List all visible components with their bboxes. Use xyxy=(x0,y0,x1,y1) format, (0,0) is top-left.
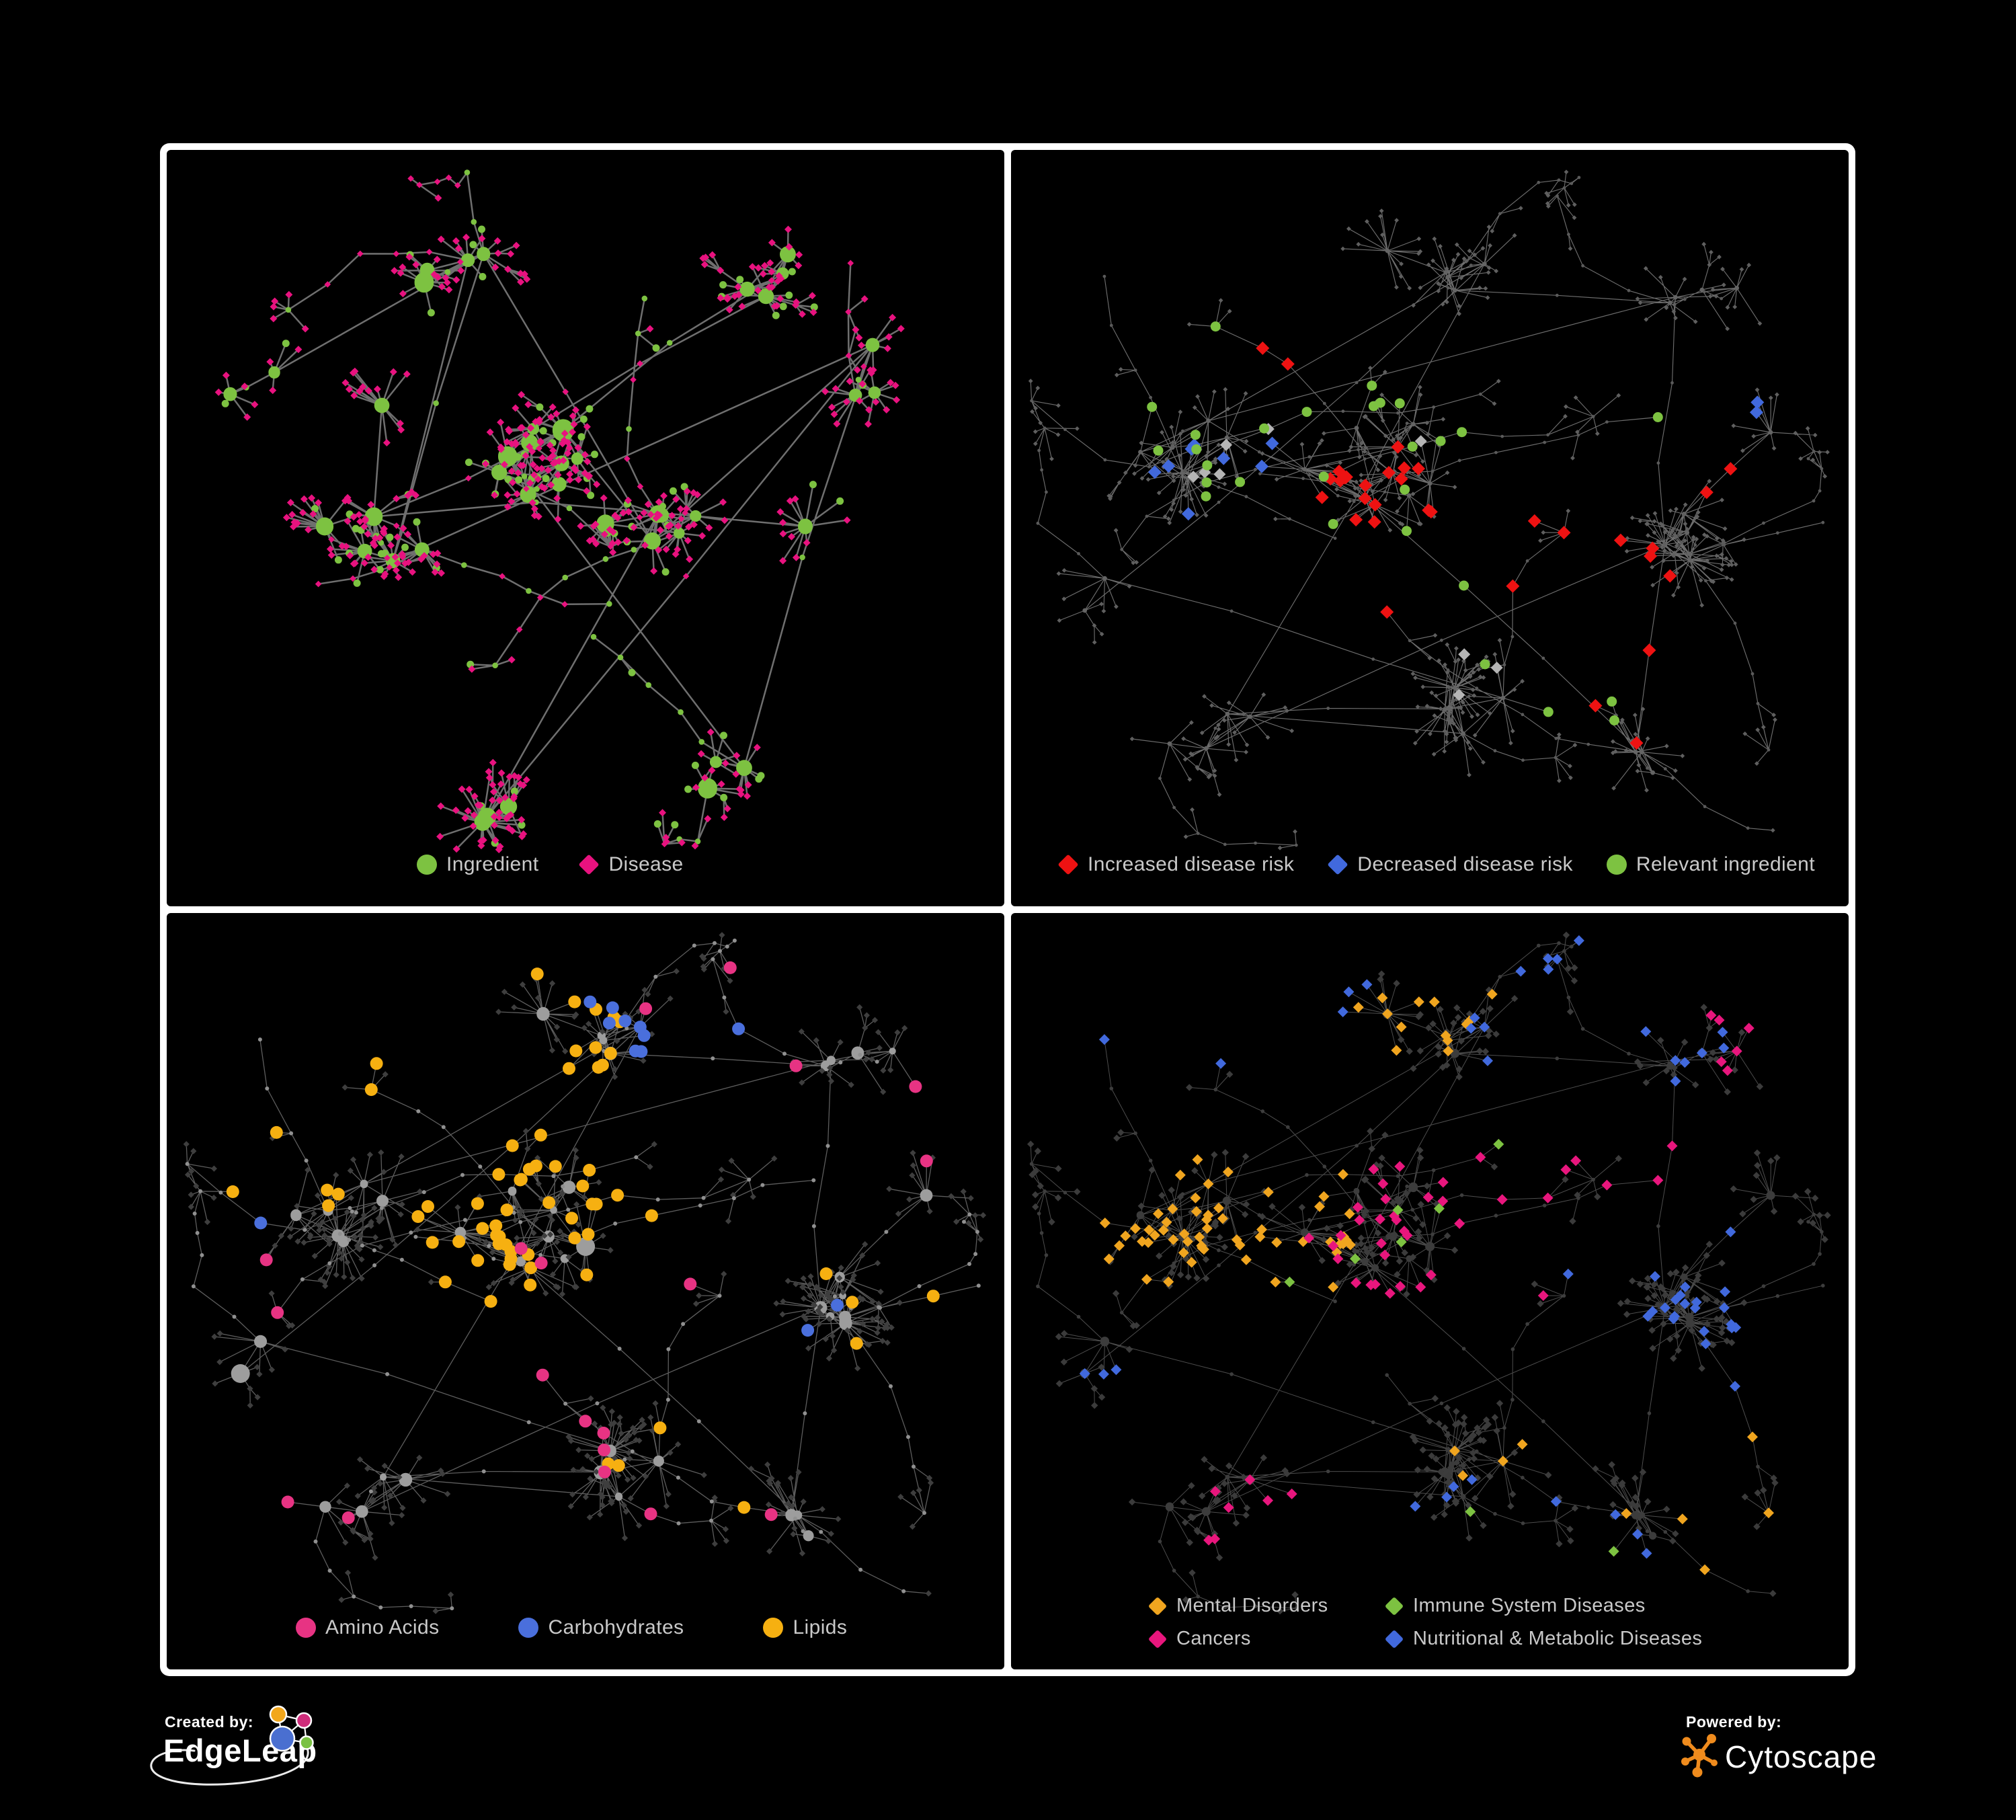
legend-disease-risk: Increased disease risk Decreased disease… xyxy=(1057,853,1815,876)
legend-disease-class: Mental Disorders Immune System Diseases … xyxy=(1147,1595,1703,1650)
legend-label: Ingredient xyxy=(446,853,539,875)
legend-item: Cancers xyxy=(1147,1628,1385,1650)
legend-label: Relevant ingredient xyxy=(1636,853,1815,875)
legend-item: Amino Acids xyxy=(296,1616,439,1639)
legend-item: Increased disease risk xyxy=(1057,853,1295,876)
panel-disease-class-network: Mental Disorders Immune System Diseases … xyxy=(1011,913,1849,1669)
legend-label: Nutritional & Metabolic Diseases xyxy=(1413,1628,1703,1649)
edgeleap-swoosh xyxy=(150,1739,309,1786)
legend-item: Mental Disorders xyxy=(1147,1595,1385,1617)
cytoscape-logo xyxy=(1681,1734,1718,1778)
legend-label: Disease xyxy=(608,853,684,875)
legend-item: Immune System Diseases xyxy=(1384,1595,1702,1617)
logo-node-orange xyxy=(269,1705,288,1724)
logo-node-green xyxy=(299,1735,314,1750)
legend-label: Decreased disease risk xyxy=(1357,853,1573,875)
legend-label: Immune System Diseases xyxy=(1413,1595,1646,1616)
legend-item: Disease xyxy=(578,853,684,876)
network-graph-ingredient-disease xyxy=(214,169,905,854)
legend-label: Lipids xyxy=(793,1616,848,1638)
logo-node-pink xyxy=(295,1712,313,1729)
legend-item: Relevant ingredient xyxy=(1606,853,1815,876)
legend-label: Mental Disorders xyxy=(1176,1595,1328,1616)
legend-label: Increased disease risk xyxy=(1088,853,1295,875)
mental-disorders-swatch-icon xyxy=(1147,1596,1168,1616)
legend-item: Decreased disease risk xyxy=(1327,853,1573,876)
network-graph-disease-risk xyxy=(1028,169,1830,850)
metabolic-diseases-swatch-icon xyxy=(1384,1629,1404,1649)
legend-nutrient-class: Amino Acids Carbohydrates Lipids xyxy=(296,1616,847,1639)
legend-label: Carbohydrates xyxy=(548,1616,684,1638)
increased-risk-swatch-icon xyxy=(1057,854,1079,875)
legend-item: Carbohydrates xyxy=(518,1616,684,1639)
created-by-label: Created by: xyxy=(165,1713,254,1731)
cytoscape-wordmark: Cytoscape xyxy=(1725,1739,1878,1774)
ingredient-swatch-icon xyxy=(417,855,437,875)
logo-node-blue xyxy=(269,1725,296,1752)
carbohydrates-swatch-icon xyxy=(518,1618,539,1638)
amino-acids-swatch-icon xyxy=(296,1618,316,1638)
decreased-risk-swatch-icon xyxy=(1327,854,1348,875)
legend-item: Lipids xyxy=(763,1616,847,1639)
cancers-swatch-icon xyxy=(1147,1629,1168,1649)
panel-nutrient-class-network: Amino Acids Carbohydrates Lipids xyxy=(167,913,1004,1669)
network-graph-nutrient-class xyxy=(183,932,987,1614)
legend-item: Ingredient xyxy=(417,853,538,876)
legend-label: Amino Acids xyxy=(325,1616,440,1638)
relevant-ingredient-swatch-icon xyxy=(1606,855,1627,875)
immune-diseases-swatch-icon xyxy=(1384,1596,1404,1616)
panel-ingredient-disease-network: Ingredient Disease xyxy=(167,150,1004,906)
legend-label: Cancers xyxy=(1176,1628,1251,1649)
legend-item: Nutritional & Metabolic Diseases xyxy=(1384,1628,1703,1650)
edgeleap-logo xyxy=(269,1705,314,1752)
disease-swatch-icon xyxy=(578,854,600,875)
legend-ingredient-disease: Ingredient Disease xyxy=(417,853,684,876)
panel-grid: Ingredient Disease Increased disease ris… xyxy=(160,143,1855,1676)
lipids-swatch-icon xyxy=(763,1618,784,1638)
panel-disease-risk-network: Increased disease risk Decreased disease… xyxy=(1011,150,1849,906)
powered-by-label: Powered by: xyxy=(1686,1713,1782,1731)
network-graph-disease-class xyxy=(1027,931,1831,1615)
